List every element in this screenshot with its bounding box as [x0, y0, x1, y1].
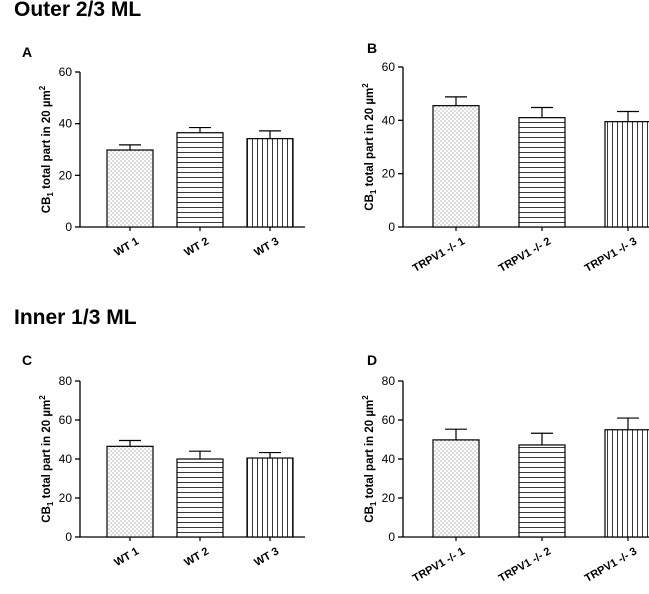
ylabel-part: total part in 20 µm: [41, 90, 53, 192]
x-category-label: WT 1: [112, 545, 141, 569]
y-axis-label: CB1 total part in 20 µm2: [361, 83, 378, 211]
ylabel-part: total part in 20 µm: [364, 88, 376, 190]
bar: [518, 117, 566, 228]
y-axis-label: CB1 total part in 20 µm2: [361, 395, 378, 523]
chart-panel-d: D 0 20 40 60 80 CB1 total part in 20 µm2 TRPV1 …: [361, 352, 649, 585]
bar: [432, 105, 480, 228]
x-category-label: WT 3: [252, 545, 281, 569]
ylabel-subscript: 1: [369, 189, 378, 194]
chart-panel-c: C 0 20 40 60 80 CB1 total part in 20 µm2 WT 1 WT…: [22, 352, 305, 569]
bar: [604, 121, 649, 228]
y-tick-label: 40: [382, 452, 396, 466]
chart-panel-a: A 0 20 40 60 CB1 total part in 20 µm2 WT 1 WT 2…: [22, 44, 305, 259]
ylabel-superscript: 2: [38, 395, 47, 400]
y-tick-label: 20: [59, 168, 73, 182]
y-tick-label: 60: [382, 413, 396, 427]
y-tick-label: 60: [382, 60, 396, 74]
y-tick-label: 20: [59, 491, 73, 505]
x-category-label: TRPV1 -/- 2: [497, 235, 553, 274]
ylabel-part: total part in 20 µm: [364, 400, 376, 502]
bar: [432, 439, 480, 538]
x-category-label: TRPV1 -/- 2: [497, 545, 553, 584]
y-tick-label: 20: [382, 167, 396, 181]
y-axis-label: CB1 total part in 20 µm2: [38, 85, 55, 213]
y-tick-label: 0: [388, 220, 395, 234]
y-tick-label: 40: [59, 452, 73, 466]
x-category-label: TRPV1 -/- 3: [583, 545, 639, 584]
x-category-label: WT 2: [182, 235, 211, 259]
ylabel-superscript: 2: [361, 395, 370, 400]
x-category-label: WT 1: [112, 235, 141, 259]
x-category-label: WT 2: [182, 545, 211, 569]
ylabel-part: CB: [41, 197, 53, 214]
ylabel-superscript: 2: [361, 83, 370, 88]
ylabel-superscript: 2: [38, 85, 47, 90]
panel-letter: A: [22, 44, 32, 60]
y-tick-label: 40: [59, 117, 73, 131]
panel-letter: D: [367, 352, 377, 368]
panel-letter: B: [367, 40, 377, 56]
ylabel-subscript: 1: [46, 192, 55, 197]
x-category-label: WT 3: [252, 235, 281, 259]
bar: [246, 138, 294, 228]
chart-panel-b: B 0 20 40 60 CB1 total part in 20 µm2 TRPV1 -/…: [361, 40, 649, 275]
y-tick-label: 60: [59, 65, 73, 79]
panel-letter: C: [22, 352, 32, 368]
bar: [106, 149, 154, 228]
x-category-label: TRPV1 -/- 3: [583, 235, 639, 274]
ylabel-part: CB: [364, 194, 376, 211]
ylabel-part: CB: [41, 506, 53, 523]
y-tick-label: 40: [382, 113, 396, 127]
bar: [176, 458, 224, 538]
bar: [176, 132, 224, 228]
ylabel-part: total part in 20 µm: [41, 400, 53, 502]
bar: [604, 429, 649, 538]
y-tick-label: 80: [382, 374, 396, 388]
y-tick-label: 60: [59, 413, 73, 427]
y-tick-label: 80: [59, 374, 73, 388]
x-category-label: TRPV1 -/- 1: [411, 545, 467, 584]
y-tick-label: 0: [65, 220, 72, 234]
y-tick-label: 20: [382, 491, 396, 505]
section-title-inner: Inner 1/3 ML: [14, 306, 137, 329]
y-tick-label: 0: [388, 530, 395, 544]
y-tick-label: 0: [65, 530, 72, 544]
y-axis-label: CB1 total part in 20 µm2: [38, 395, 55, 523]
bar: [518, 444, 566, 538]
ylabel-subscript: 1: [369, 501, 378, 506]
ylabel-part: CB: [364, 506, 376, 523]
ylabel-subscript: 1: [46, 501, 55, 506]
x-category-label: TRPV1 -/- 1: [411, 235, 467, 274]
bar: [246, 457, 294, 538]
bar: [106, 445, 154, 538]
section-title-outer: Outer 2/3 ML: [14, 0, 142, 21]
